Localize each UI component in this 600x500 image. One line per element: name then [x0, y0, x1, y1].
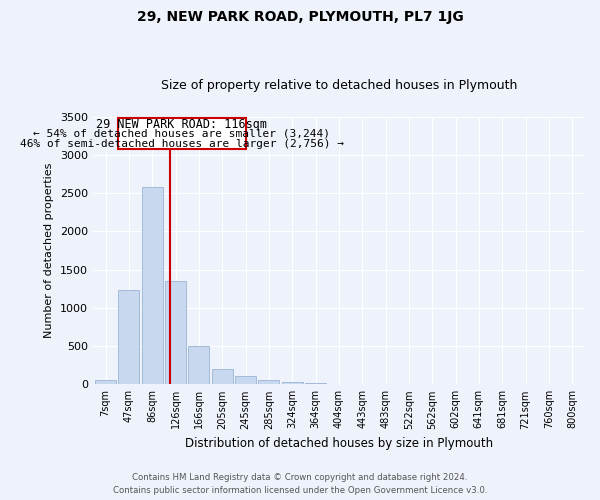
Bar: [142, 187, 163, 384]
Title: Size of property relative to detached houses in Plymouth: Size of property relative to detached ho…: [161, 79, 517, 92]
Bar: [95, 380, 116, 384]
Bar: [281, 382, 302, 384]
Bar: [212, 369, 233, 384]
FancyBboxPatch shape: [118, 118, 245, 149]
Text: Contains HM Land Registry data © Crown copyright and database right 2024.
Contai: Contains HM Land Registry data © Crown c…: [113, 474, 487, 495]
Text: 46% of semi-detached houses are larger (2,756) →: 46% of semi-detached houses are larger (…: [20, 138, 344, 148]
Text: 29 NEW PARK ROAD: 116sqm: 29 NEW PARK ROAD: 116sqm: [97, 118, 268, 132]
Bar: [118, 290, 139, 384]
X-axis label: Distribution of detached houses by size in Plymouth: Distribution of detached houses by size …: [185, 437, 493, 450]
Bar: [188, 346, 209, 385]
Bar: [305, 383, 326, 384]
Y-axis label: Number of detached properties: Number of detached properties: [44, 163, 54, 338]
Bar: [235, 376, 256, 384]
Bar: [165, 281, 186, 384]
Bar: [259, 380, 280, 384]
Text: ← 54% of detached houses are smaller (3,244): ← 54% of detached houses are smaller (3,…: [34, 128, 331, 138]
Text: 29, NEW PARK ROAD, PLYMOUTH, PL7 1JG: 29, NEW PARK ROAD, PLYMOUTH, PL7 1JG: [137, 10, 463, 24]
